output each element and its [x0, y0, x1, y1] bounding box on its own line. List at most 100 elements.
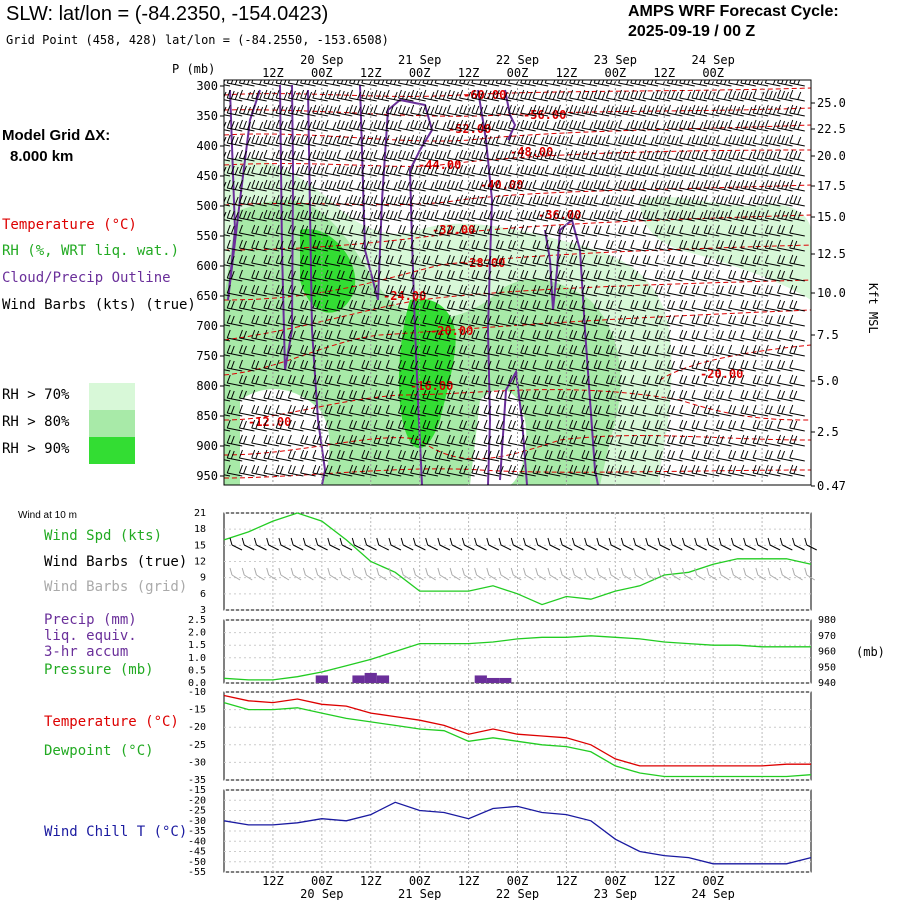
barb-shaft	[224, 99, 231, 102]
barb-flag	[601, 91, 606, 100]
barb-flag	[389, 285, 394, 295]
barb-flag	[715, 269, 720, 279]
barb-flag	[638, 166, 643, 175]
barb-flag	[312, 104, 317, 114]
wind-barb	[275, 239, 292, 252]
barb-shaft	[324, 397, 341, 402]
barb-shaft	[300, 217, 316, 222]
barb-flag	[304, 450, 309, 460]
barb-shaft	[459, 202, 475, 207]
barb-flag	[353, 210, 357, 220]
barb-flag	[658, 150, 663, 160]
wind-barb	[434, 434, 451, 447]
barb-shaft	[251, 352, 267, 357]
barb-shaft	[422, 277, 438, 282]
barb-shaft	[324, 142, 341, 147]
barb-flag	[287, 89, 292, 99]
barb-shaft	[337, 142, 353, 147]
barb-shaft	[312, 322, 328, 327]
barb-flag	[446, 119, 451, 129]
barb-flag	[719, 195, 724, 205]
barb-flag	[422, 419, 427, 429]
barb-flag	[728, 389, 733, 399]
wind-barb	[397, 149, 414, 162]
barb-flag	[385, 149, 390, 159]
wind-barb	[349, 194, 365, 207]
barb-flag	[630, 119, 635, 129]
barb-shaft	[435, 322, 451, 327]
wind-barb	[312, 149, 328, 162]
barb-flag	[650, 166, 655, 175]
barb-flag	[593, 119, 598, 129]
barb-shaft	[263, 112, 280, 117]
wind-barb	[373, 224, 390, 237]
barb-flag	[275, 89, 280, 99]
barb-flag	[691, 314, 696, 324]
barb-flag	[263, 179, 268, 189]
barb-flag	[332, 196, 337, 205]
barb-shaft	[386, 172, 402, 177]
barb-shaft	[386, 352, 402, 357]
barb-flag	[679, 104, 684, 114]
barb-flag	[365, 195, 370, 205]
barb-shaft	[386, 337, 402, 342]
barb-flag	[446, 389, 451, 399]
barb-shaft	[227, 232, 243, 237]
barb-flag	[467, 151, 472, 160]
wind-barb	[275, 134, 292, 147]
barb-flag	[361, 80, 364, 84]
isotherm-label: -12.00	[248, 415, 291, 429]
barb-flag	[471, 209, 476, 219]
barb-flag	[287, 419, 292, 429]
barb-flag	[581, 179, 586, 189]
barb-flag	[426, 255, 431, 265]
wind-barb	[373, 89, 390, 102]
barb-flag	[426, 195, 431, 205]
barb-shaft	[386, 232, 402, 237]
barb-flag	[219, 151, 222, 159]
wind-barb	[336, 359, 353, 372]
barb-flag	[748, 121, 753, 130]
barb-shaft	[324, 277, 341, 282]
wind-barb	[397, 134, 414, 147]
barb-shaft	[224, 414, 231, 417]
wind-barb	[471, 134, 487, 147]
barb-shaft	[361, 367, 377, 372]
barb-flag	[609, 240, 614, 250]
barb-flag	[361, 119, 366, 129]
wind-barb	[238, 299, 255, 312]
barb-shaft	[435, 457, 451, 462]
wind-barb	[312, 284, 328, 297]
cross-section-field: -60.00-56.00-52.00-48.00-44.00-40.00-36.…	[219, 80, 811, 485]
barb-flag	[242, 240, 247, 250]
wind-barb	[300, 134, 316, 147]
barb-shaft	[386, 187, 402, 192]
barb-flag	[609, 150, 614, 160]
barb-flag	[377, 255, 382, 265]
barb-shaft	[361, 217, 377, 222]
barb-flag	[304, 390, 309, 400]
wind-barb	[361, 359, 377, 372]
barb-flag	[405, 80, 409, 85]
barb-shaft	[373, 157, 390, 162]
barb-shaft	[435, 157, 451, 162]
barb-flag	[242, 330, 247, 340]
barb-flag	[349, 164, 353, 174]
barb-shaft	[312, 427, 328, 432]
barb-shaft	[239, 352, 255, 357]
barb-flag	[279, 150, 284, 160]
barb-flag	[349, 374, 353, 384]
wind-barb	[287, 224, 304, 237]
barb-flag	[373, 89, 378, 99]
wind-barb	[226, 329, 243, 342]
barb-flag	[491, 106, 496, 115]
barb-shaft	[398, 247, 414, 252]
barb-flag	[605, 239, 610, 249]
wind-barb	[434, 374, 451, 387]
barb-flag	[699, 181, 704, 190]
barb-flag	[295, 166, 300, 175]
barb-shaft	[422, 472, 438, 477]
barb-flag	[353, 120, 357, 130]
wind-barb	[385, 314, 402, 327]
barb-flag	[573, 195, 578, 205]
